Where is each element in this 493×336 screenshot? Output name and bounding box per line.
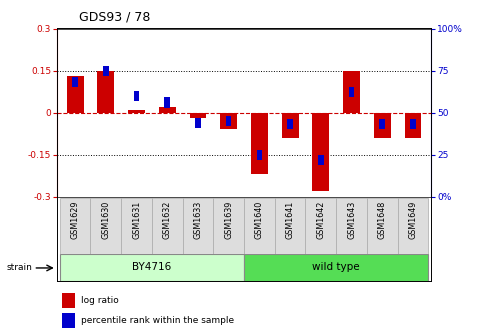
Bar xyxy=(165,97,170,108)
Text: GSM1632: GSM1632 xyxy=(163,201,172,239)
Text: GDS93 / 78: GDS93 / 78 xyxy=(79,11,150,24)
Bar xyxy=(410,119,416,129)
Text: GSM1640: GSM1640 xyxy=(255,201,264,239)
Bar xyxy=(275,198,306,254)
Text: log ratio: log ratio xyxy=(81,296,119,305)
Bar xyxy=(251,113,268,174)
Bar xyxy=(374,113,390,138)
Bar xyxy=(103,66,108,76)
Text: GSM1630: GSM1630 xyxy=(102,201,110,239)
Text: wild type: wild type xyxy=(313,262,360,272)
Text: GSM1648: GSM1648 xyxy=(378,201,387,239)
Bar xyxy=(128,110,145,113)
Bar xyxy=(60,198,91,254)
Bar xyxy=(282,113,299,138)
Bar xyxy=(213,198,244,254)
Bar xyxy=(336,198,367,254)
Bar xyxy=(159,107,176,113)
Bar xyxy=(220,113,237,129)
Bar xyxy=(72,77,78,87)
Bar xyxy=(287,119,293,129)
Bar xyxy=(152,198,182,254)
Text: GSM1629: GSM1629 xyxy=(70,201,80,239)
Bar xyxy=(349,87,354,97)
Bar xyxy=(380,119,385,129)
Text: GSM1643: GSM1643 xyxy=(347,201,356,239)
Bar xyxy=(318,155,323,165)
Bar xyxy=(67,76,84,113)
Bar xyxy=(313,113,329,191)
Text: percentile rank within the sample: percentile rank within the sample xyxy=(81,317,234,325)
Bar xyxy=(397,198,428,254)
Bar xyxy=(182,198,213,254)
Text: GSM1642: GSM1642 xyxy=(317,201,325,239)
Text: GSM1633: GSM1633 xyxy=(193,201,203,239)
Bar xyxy=(189,113,207,118)
Bar xyxy=(91,198,121,254)
Text: GSM1641: GSM1641 xyxy=(285,201,295,239)
Bar xyxy=(134,91,140,101)
Bar xyxy=(62,313,75,328)
Text: GSM1649: GSM1649 xyxy=(408,201,418,239)
Text: GSM1639: GSM1639 xyxy=(224,201,233,239)
Bar xyxy=(62,293,75,308)
Bar xyxy=(367,198,397,254)
Text: GSM1631: GSM1631 xyxy=(132,201,141,239)
Bar xyxy=(195,118,201,128)
Bar xyxy=(306,198,336,254)
Bar xyxy=(60,254,244,281)
Bar xyxy=(343,71,360,113)
Text: BY4716: BY4716 xyxy=(132,262,172,272)
Bar xyxy=(244,198,275,254)
Bar xyxy=(226,116,231,126)
Bar xyxy=(121,198,152,254)
Bar xyxy=(98,71,114,113)
Bar xyxy=(244,254,428,281)
Bar xyxy=(257,150,262,160)
Text: strain: strain xyxy=(6,263,32,271)
Bar xyxy=(404,113,422,138)
